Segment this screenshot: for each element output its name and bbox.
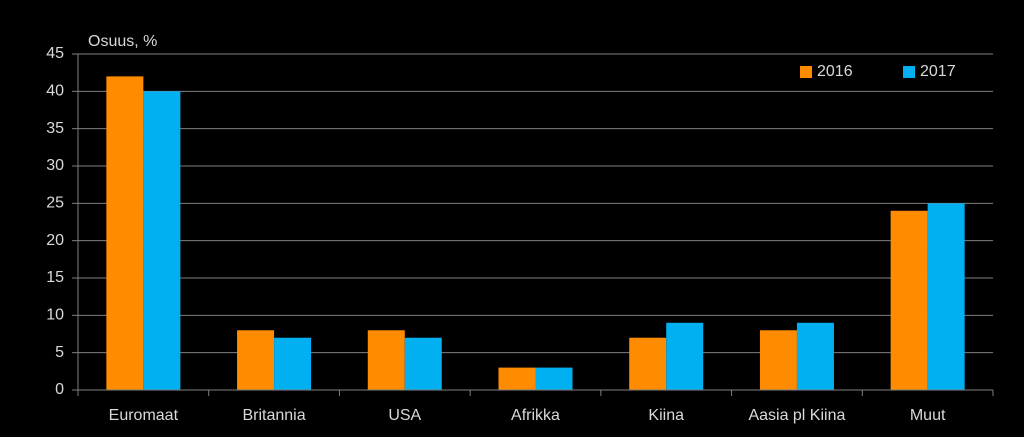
- y-axis-label: Osuus, %: [88, 33, 157, 50]
- bar: [535, 367, 573, 390]
- x-tick-label: Muut: [910, 407, 946, 424]
- x-tick-label: USA: [388, 407, 421, 424]
- y-tick-label: 15: [46, 269, 64, 286]
- bar: [106, 76, 144, 391]
- bar: [498, 367, 536, 390]
- bar: [666, 322, 704, 390]
- y-tick-label: 10: [46, 307, 64, 324]
- bar: [237, 330, 275, 390]
- legend-swatch: [903, 66, 915, 78]
- x-tick-label: Britannia: [242, 407, 305, 424]
- bar: [367, 330, 405, 390]
- y-tick-label: 20: [46, 232, 64, 249]
- x-tick-label: Kiina: [648, 407, 684, 424]
- legend-label: 2016: [817, 63, 853, 80]
- bar: [890, 210, 928, 390]
- bar: [274, 337, 312, 390]
- y-tick-label: 25: [46, 195, 64, 212]
- y-tick-label: 0: [55, 381, 64, 398]
- y-tick-label: 40: [46, 83, 64, 100]
- legend-label: 2017: [920, 63, 956, 80]
- y-tick-label: 30: [46, 157, 64, 174]
- y-tick-label: 45: [46, 45, 64, 62]
- y-tick-label: 5: [55, 344, 64, 361]
- bar: [143, 91, 181, 390]
- x-tick-label: Euromaat: [109, 407, 179, 424]
- legend-swatch: [800, 66, 812, 78]
- bar: [927, 203, 965, 390]
- bar: [759, 330, 797, 390]
- x-tick-label: Afrikka: [511, 407, 560, 424]
- y-tick-label: 35: [46, 120, 64, 137]
- bar: [404, 337, 442, 390]
- x-tick-label: Aasia pl Kiina: [748, 407, 845, 424]
- bar: [629, 337, 667, 390]
- bar: [796, 322, 834, 390]
